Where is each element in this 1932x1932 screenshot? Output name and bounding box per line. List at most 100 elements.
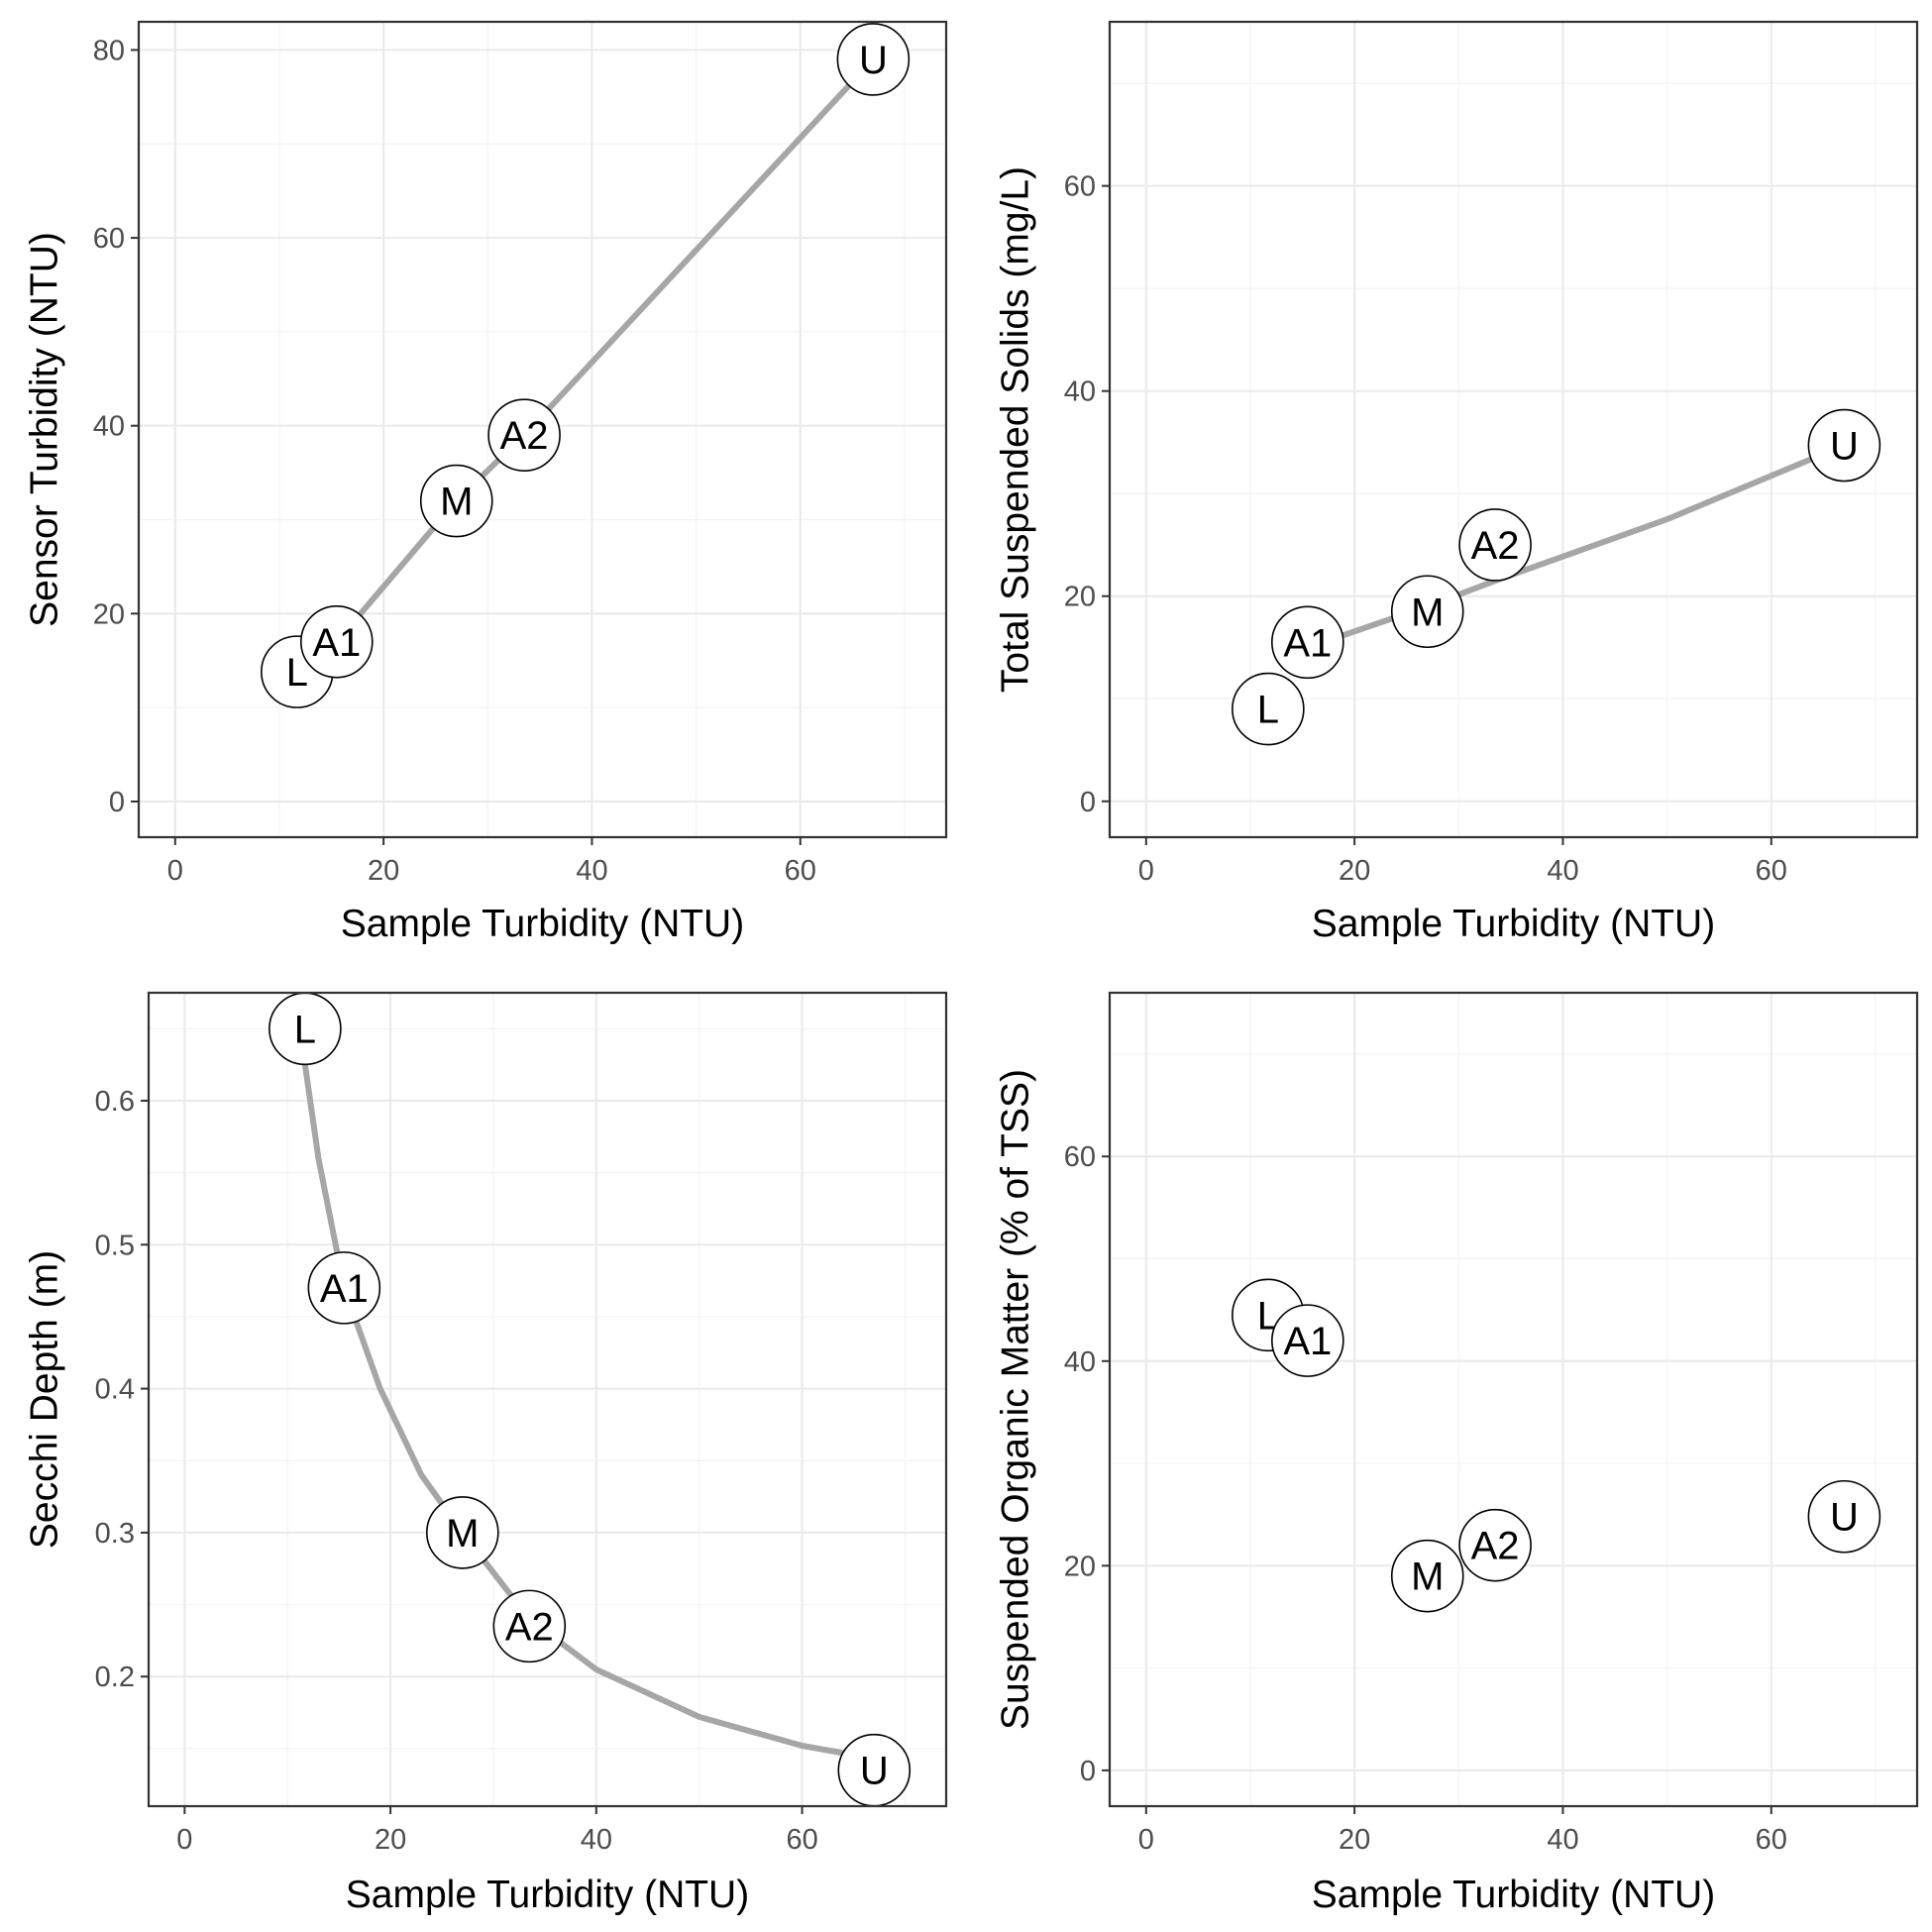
data-point-marker <box>1232 672 1305 746</box>
x-tick-label: 20 <box>1339 855 1370 887</box>
x-tick-label: 0 <box>176 1824 192 1856</box>
data-point-label: M <box>440 481 473 524</box>
data-point-l: L <box>1232 672 1305 746</box>
x-tick-label: 0 <box>167 855 183 887</box>
data-point-marker <box>1807 408 1881 483</box>
data-point-label: M <box>1411 590 1444 634</box>
x-axis-title: Sample Turbidity (NTU) <box>1312 1874 1715 1916</box>
data-point-label: M <box>1411 1556 1444 1599</box>
y-axis-title: Secchi Depth (m) <box>24 1250 66 1549</box>
panel-suspended-organic-matter: LA1 M A2 U 0 20 40 60 0 20 40 60 Sample Turbidity (N… <box>995 991 1919 1916</box>
y-tick-label: 60 <box>93 223 125 255</box>
x-tick-label: 40 <box>581 1824 612 1856</box>
panel-border <box>1108 991 1919 1808</box>
x-axis-title: Sample Turbidity (NTU) <box>341 903 744 945</box>
data-point-label: A2 <box>500 414 549 458</box>
data-point-l: L <box>268 992 342 1066</box>
data-point-label: A1 <box>312 621 361 665</box>
data-point-m: M <box>1390 575 1464 649</box>
x-tick-label: 60 <box>1756 855 1787 887</box>
data-point-a2: A2 <box>492 1589 567 1664</box>
data-point-a1: A1 <box>1271 1304 1344 1377</box>
y-axis-title: Suspended Organic Matter (% of TSS) <box>995 1069 1037 1730</box>
x-tick-label: 20 <box>368 855 399 887</box>
data-point-marker <box>1807 1479 1881 1554</box>
data-point-label: L <box>1257 689 1279 732</box>
data-point-a2: A2 <box>1458 1508 1532 1582</box>
panel-total-suspended-solids: LA1 M A2 U 0 20 40 60 0 20 40 60 Sample Turbidity (N… <box>995 20 1919 945</box>
data-point-a1: A1 <box>300 604 374 679</box>
data-point-marker <box>492 1589 567 1664</box>
y-tick-label: 20 <box>1064 582 1096 613</box>
y-tick-label: 0.4 <box>95 1374 135 1406</box>
fit-line <box>333 55 877 645</box>
data-point-marker <box>426 1496 499 1569</box>
data-point-label: U <box>859 39 888 82</box>
data-point-u: U <box>1807 1479 1881 1554</box>
y-tick-label: 0 <box>1080 787 1096 818</box>
data-point-label: A2 <box>505 1605 554 1649</box>
x-tick-label: 20 <box>375 1824 406 1856</box>
data-point-marker <box>1458 1508 1532 1582</box>
x-tick-label: 60 <box>1756 1824 1787 1856</box>
plot-background <box>1110 22 1917 837</box>
panel-border <box>137 20 948 839</box>
x-tick-label: 40 <box>1547 855 1578 887</box>
y-axis-title: Sensor Turbidity (NTU) <box>24 232 66 627</box>
y-tick-label: 80 <box>93 35 125 66</box>
data-point-marker <box>1271 1304 1344 1377</box>
x-tick-label: 0 <box>1138 1824 1154 1856</box>
y-tick-label: 40 <box>93 411 125 443</box>
y-tick-label: 40 <box>1064 376 1096 408</box>
data-point-label: U <box>1830 425 1859 469</box>
data-point-marker <box>1390 575 1464 649</box>
data-point-label: A2 <box>1471 1525 1520 1568</box>
y-tick-label: 20 <box>93 598 125 630</box>
y-tick-label: 40 <box>1064 1346 1096 1378</box>
y-tick-label: 20 <box>1064 1551 1096 1582</box>
data-point-label: A1 <box>320 1267 369 1311</box>
data-point-m: M <box>419 464 493 538</box>
plot-background <box>149 993 946 1806</box>
x-tick-label: 40 <box>576 855 607 887</box>
data-point-m: M <box>1390 1539 1464 1613</box>
data-point-m: M <box>426 1496 499 1569</box>
data-point-marker <box>1458 508 1532 582</box>
x-tick-label: 40 <box>1547 1824 1578 1856</box>
data-point-marker <box>419 464 493 538</box>
plot-background <box>1110 993 1917 1806</box>
x-tick-label: 60 <box>786 1824 817 1856</box>
x-tick-label: 60 <box>785 855 816 887</box>
x-tick-label: 0 <box>1138 855 1154 887</box>
data-point-u: U <box>836 23 911 96</box>
y-axis-title: Total Suspended Solids (mg/L) <box>995 166 1037 693</box>
data-point-label: L <box>286 651 308 695</box>
data-point-label: A1 <box>1283 1320 1332 1363</box>
data-point-a1: A1 <box>307 1251 381 1325</box>
data-point-label: U <box>1830 1496 1859 1540</box>
data-point-marker <box>1271 605 1344 680</box>
x-axis-title: Sample Turbidity (NTU) <box>346 1874 749 1916</box>
y-tick-label: 0.3 <box>95 1518 135 1550</box>
data-point-marker <box>487 398 561 472</box>
data-point-a2: A2 <box>487 398 561 472</box>
data-point-marker <box>307 1251 381 1325</box>
data-point-u: U <box>1807 408 1881 483</box>
y-tick-label: 0.6 <box>95 1086 135 1118</box>
y-tick-label: 60 <box>1064 171 1096 203</box>
y-tick-label: 0 <box>109 787 125 818</box>
data-point-u: U <box>837 1733 912 1807</box>
data-point-label: L <box>1257 1294 1279 1338</box>
y-tick-label: 60 <box>1064 1141 1096 1173</box>
data-point-marker <box>836 23 911 96</box>
data-point-a1: A1 <box>1271 605 1344 680</box>
x-axis-title: Sample Turbidity (NTU) <box>1312 903 1715 945</box>
data-point-marker <box>1390 1539 1464 1613</box>
panel-border <box>147 991 948 1808</box>
data-point-label: M <box>446 1512 479 1556</box>
data-point-label: A1 <box>1283 621 1332 665</box>
panel-secchi-depth: L A1 M A2 U 0 20 40 60 0.2 0.3 0.4 0.5 0.6 Sample Turb… <box>24 991 948 1916</box>
data-point-label: A2 <box>1471 524 1520 568</box>
data-point-label: L <box>294 1008 316 1051</box>
data-point-marker <box>300 604 374 679</box>
